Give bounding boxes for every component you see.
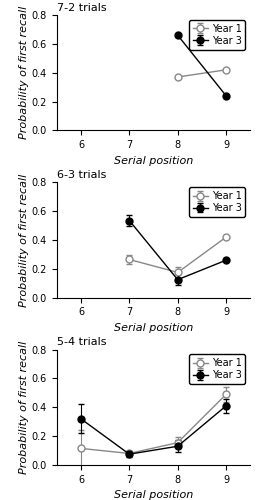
X-axis label: Serial position: Serial position xyxy=(114,323,193,333)
Text: 5-4 trials: 5-4 trials xyxy=(57,338,106,347)
Y-axis label: Probability of first recall: Probability of first recall xyxy=(19,6,29,140)
Text: 7-2 trials: 7-2 trials xyxy=(57,3,106,13)
Text: 6-3 trials: 6-3 trials xyxy=(57,170,106,180)
Legend: Year 1, Year 3: Year 1, Year 3 xyxy=(189,20,245,50)
X-axis label: Serial position: Serial position xyxy=(114,156,193,166)
Y-axis label: Probability of first recall: Probability of first recall xyxy=(19,340,29,474)
Y-axis label: Probability of first recall: Probability of first recall xyxy=(19,174,29,306)
Legend: Year 1, Year 3: Year 1, Year 3 xyxy=(189,187,245,217)
Legend: Year 1, Year 3: Year 1, Year 3 xyxy=(189,354,245,384)
X-axis label: Serial position: Serial position xyxy=(114,490,193,500)
